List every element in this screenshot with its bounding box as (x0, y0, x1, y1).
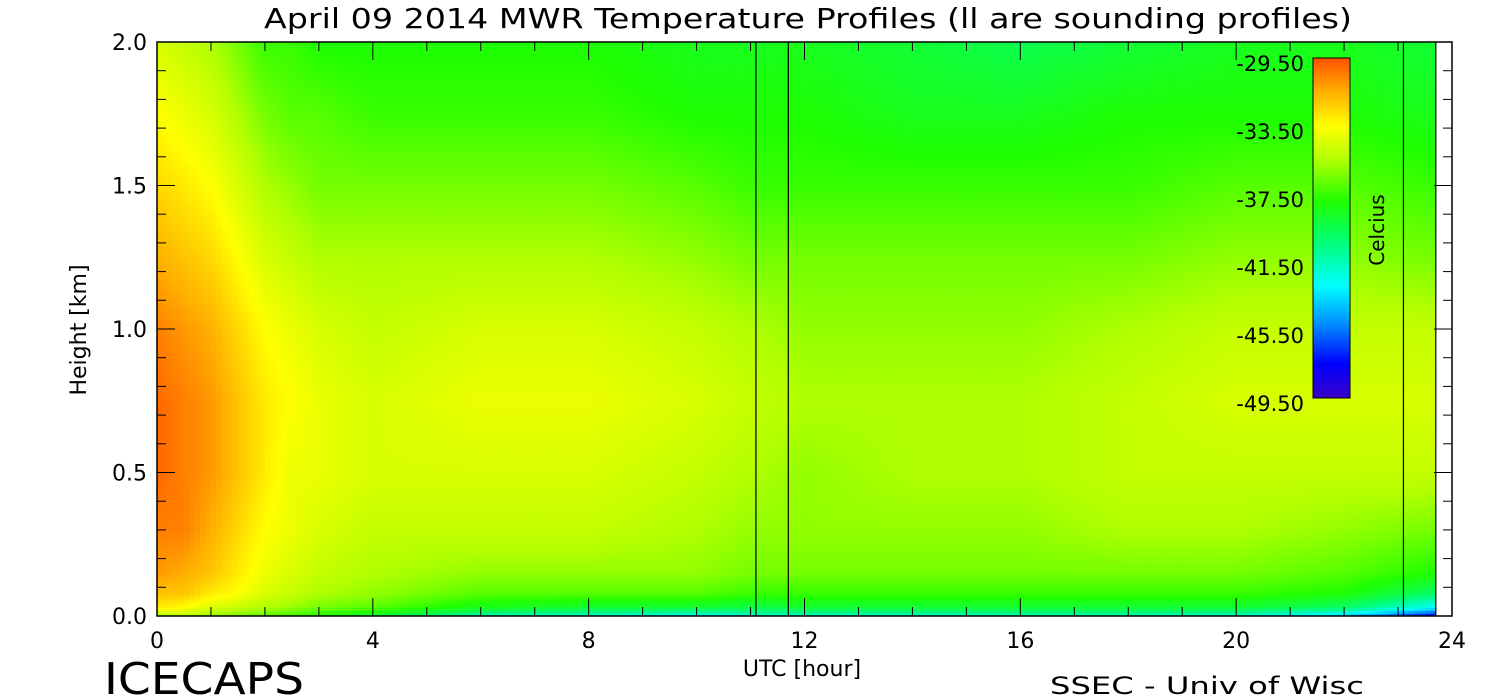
chart-title: April 09 2014 MWR Temperature Profiles (… (264, 2, 1352, 35)
